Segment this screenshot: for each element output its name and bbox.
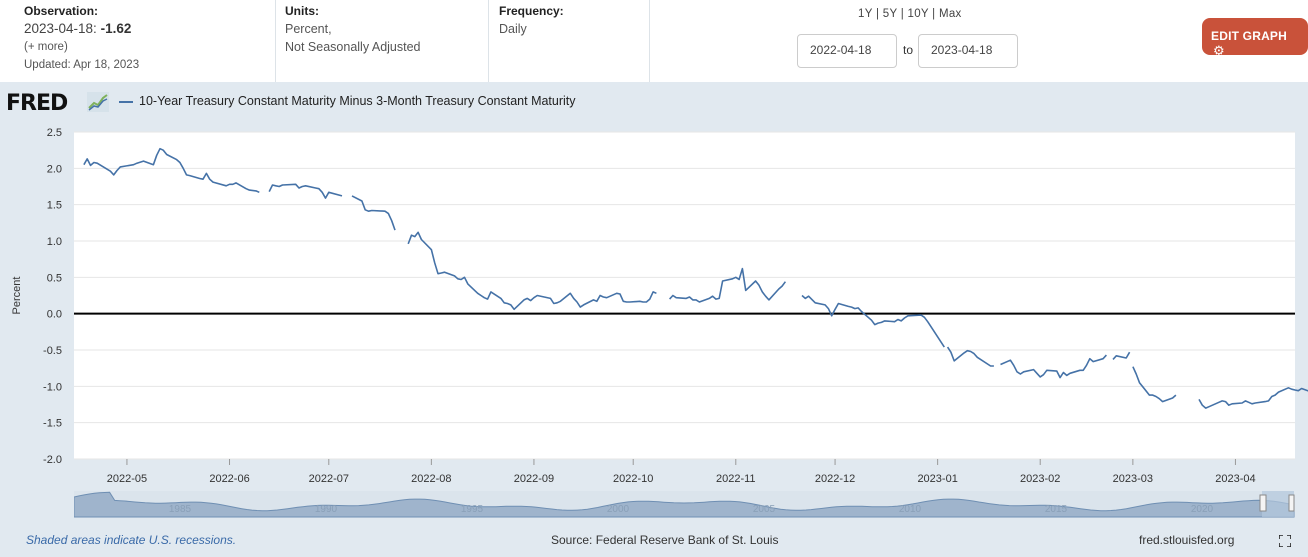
x-tick-label: 2022-09 [514,473,554,485]
recession-note[interactable]: Shaded areas indicate U.S. recessions. [26,533,237,547]
series-line [1132,366,1177,403]
observation-label: Observation: [24,4,99,18]
legend-label: 10-Year Treasury Constant Maturity Minus… [139,94,576,108]
updated-date: Updated: Apr 18, 2023 [24,59,140,71]
x-tick-label: 2022-11 [716,473,756,485]
navigator-year-label: 1985 [169,504,192,515]
range-5y[interactable]: 5Y [882,8,898,20]
observation-panel: Observation: 2023-04-18: -1.62 (+ more) … [0,0,276,82]
end-date-input[interactable]: 2023-04-18 [918,34,1018,68]
edit-graph-button[interactable]: EDIT GRAPH ⚙ [1202,18,1308,58]
x-tick-label: 2022-07 [309,473,349,485]
observation-value: -1.62 [100,21,132,36]
header-bar: Observation: 2023-04-18: -1.62 (+ more) … [0,0,1308,82]
y-tick-label: -2.0 [43,454,62,466]
y-tick-label: 2.5 [47,127,62,139]
series-line [83,147,260,194]
x-tick-label: 2022-06 [209,473,249,485]
y-tick-label: -0.5 [43,345,62,357]
observation-date: 2023-04-18: [24,21,97,36]
gear-icon: ⚙ [1213,43,1225,58]
fullscreen-icon[interactable] [1279,535,1291,547]
series-line [351,195,396,231]
start-date-input[interactable]: 2022-04-18 [797,34,897,68]
series-line [801,294,945,348]
units-line2: Not Seasonally Adjusted [285,40,421,54]
source-text: Source: Federal Reserve Bank of St. Loui… [551,533,779,547]
y-tick-label: 0.0 [47,309,62,321]
fred-chart-icon [87,92,109,112]
navigator-year-label: 2000 [607,504,630,515]
x-tick-label: 2023-03 [1113,473,1153,485]
series-line [1000,354,1107,379]
navigator-area [74,491,1295,518]
fred-logo[interactable]: FRED [6,91,68,116]
range-1y[interactable]: 1Y [858,8,873,20]
x-tick-label: 2022-08 [411,473,451,485]
x-tick-label: 2022-12 [815,473,855,485]
range-10y[interactable]: 10Y [907,8,929,20]
navigator-handle-right [1288,494,1295,512]
navigator-year-label: 1995 [461,504,484,515]
edit-graph-label: EDIT GRAPH [1211,29,1288,43]
y-tick-label: 1.5 [47,200,62,212]
navigator-year-label: 2020 [1191,504,1214,515]
navigator-year-label: 2005 [753,504,776,515]
x-tick-label: 2022-10 [613,473,653,485]
range-max[interactable]: Max [938,8,962,20]
y-axis-label: Percent [11,277,23,315]
navigator-year-label: 1990 [315,504,338,515]
x-tick-label: 2023-01 [917,473,957,485]
navigator-handle-left [1259,494,1267,512]
series-line [946,346,994,367]
units-label: Units: [285,4,319,18]
series-line [1198,386,1308,409]
frequency-value: Daily [499,22,527,36]
site-link[interactable]: fred.stlouisfed.org [1139,533,1235,547]
x-tick-label: 2023-02 [1020,473,1060,485]
y-tick-label: 0.5 [47,272,62,284]
y-tick-label: 2.0 [47,163,62,175]
series-line [669,267,787,303]
units-panel: Units: Percent, Not Seasonally Adjusted [276,0,489,82]
plot-area [74,132,1295,459]
series-line [407,231,657,311]
navigator-year-label: 2010 [899,504,922,515]
series-line [268,183,343,199]
range-navigator[interactable]: 1985 1990 1995 2000 2005 2010 2015 2020 [74,491,1298,519]
frequency-label: Frequency: [499,4,564,18]
date-to-label: to [903,43,914,57]
y-tick-label: 1.0 [47,236,62,248]
chart[interactable]: 2.5 2.0 1.5 1.0 0.5 0.0 -0.5 -1.0 -1.5 -2.0 2022-0… [0,120,1308,490]
y-tick-label: -1.5 [43,418,62,430]
more-link[interactable]: (+ more) [24,41,68,53]
y-tick-label: -1.0 [43,381,62,393]
x-tick-label: 2022-05 [107,473,147,485]
legend-swatch [119,100,133,103]
series-line [1112,351,1131,360]
units-line1: Percent, [285,22,332,36]
x-tick-label: 2023-04 [1215,473,1255,485]
observation-line: 2023-04-18: -1.62 [24,20,265,38]
frequency-panel: Frequency: Daily [489,0,650,82]
navigator-year-label: 2015 [1045,504,1068,515]
range-selector: 1Y | 5Y | 10Y | Max [858,8,962,20]
legend-item: 10-Year Treasury Constant Maturity Minus… [119,94,576,108]
